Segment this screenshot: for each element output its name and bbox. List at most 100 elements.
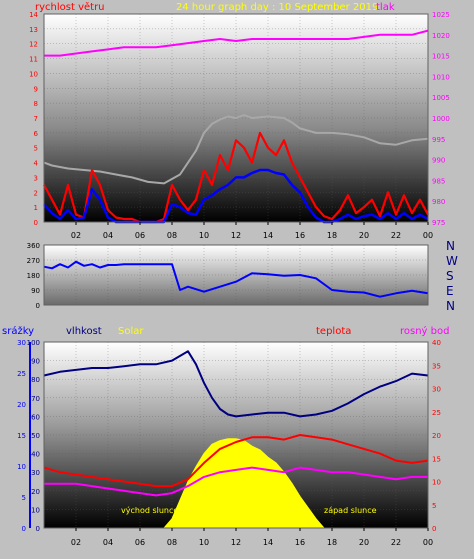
temperature-axis-tick-label: 15 [432,455,441,463]
wind-trend-line [43,114,429,185]
wind-speed-axis-tick-label: 5 [34,145,38,153]
dew-point-label: rosný bod [400,325,449,337]
wind-speed-axis-tick-label: 7 [34,115,38,123]
top-time-axis-tick-label: 02 [71,231,81,240]
wind-speed-line [43,131,429,224]
wind-gust-line [43,168,429,224]
wind-speed-label: rychlost větru [35,1,105,13]
bottom-time-axis-tick-label: 20 [359,538,369,547]
compass-label-s: S [446,269,454,283]
wind-speed-axis-tick-label: 12 [29,41,38,49]
temperature-axis-tick-label: 35 [432,362,441,370]
humidity-axis-tick-label: 80 [31,376,40,384]
humidity-label: vlhkost [66,326,102,337]
direction-axis-tick-label: 360 [27,242,40,250]
bottom-time-axis-tick-label: 14 [263,538,273,547]
bottom-time-axis-tick-label: 18 [327,538,337,547]
wind-speed-axis-tick-label: 2 [34,189,38,197]
direction-plot-frame [43,244,429,306]
humidity-axis-tick-label: 90 [31,358,40,366]
pressure-axis-tick-label: 1015 [432,53,450,61]
pressure-axis-tick-label: 1025 [432,11,450,19]
rain-label: srážky [2,325,34,337]
top-time-axis-tick-label: 12 [231,231,241,240]
humidity-axis-tick-label: 40 [31,451,40,459]
temperature-axis-tick-label: 20 [432,432,441,440]
bottom-time-axis-tick-label: 16 [295,538,305,547]
rain-axis-tick-label: 15 [17,432,26,440]
wind-speed-axis-tick-label: 13 [29,26,38,34]
top-time-axis-tick-label: 20 [359,231,369,240]
top-time-axis-tick-label: 16 [295,231,305,240]
chart-title: 24 hour graph day : 10 September 2019 [176,2,378,13]
top-time-axis-tick-label: 14 [263,231,273,240]
wind-speed-axis-tick-label: 10 [29,70,38,78]
pressure-label: tlak [376,2,395,13]
top-time-axis-tick-label: 00 [423,231,433,240]
top-time-axis-tick-label: 18 [327,231,337,240]
top-time-axis-tick-label: 06 [135,231,145,240]
temperature-line [43,434,429,488]
pressure-axis-tick-label: 1010 [432,73,450,81]
humidity-axis-tick-label: 20 [31,488,40,496]
rain-axis-tick-label: 25 [17,370,26,378]
direction-axis-tick-label: 0 [36,302,40,310]
compass-label-n-top: N [446,239,455,253]
wind-speed-axis-tick-label: 6 [34,130,39,138]
pressure-axis-tick-label: 990 [432,157,445,165]
pressure-axis-tick-label: 975 [432,219,445,227]
solar-label: Solar [118,326,144,337]
pressure-line [44,29,429,57]
temperature-axis-tick-label: 40 [432,339,441,347]
direction-axis-tick-label: 180 [27,272,40,280]
wind-speed-axis-tick-label: 1 [34,204,38,212]
humidity-line [43,350,429,418]
compass-label-e: E [446,284,454,298]
pressure-axis-tick-label: 995 [432,136,445,144]
dew-point-line [44,466,428,497]
wind-speed-axis-tick-label: 0 [34,219,38,227]
wind-speed-axis-tick-label: 9 [34,85,38,93]
bottom-time-axis-tick-label: 04 [103,538,113,547]
wind-speed-axis-tick-label: 11 [29,56,38,64]
temperature-axis-tick-label: 10 [432,479,441,487]
humidity-axis-tick-label: 10 [31,506,40,514]
bottom-time-axis-tick-label: 12 [231,538,241,547]
temperature-axis-tick-label: 0 [432,525,436,533]
bottom-time-axis-tick-label: 02 [71,538,81,547]
compass-label-w: W [446,254,458,268]
rain-axis-tick-label: 10 [17,463,26,471]
wind-speed-axis-tick-label: 4 [34,160,39,168]
sunrise-label: východ slunce [121,506,178,515]
sunset-label: západ slunce [324,506,377,515]
direction-axis-tick-label: 270 [27,257,40,265]
humidity-axis-tick-label: 30 [31,469,40,477]
bottom-time-axis-tick-label: 08 [167,538,177,547]
top-time-axis-tick-label: 04 [103,231,113,240]
humidity-axis-tick-label: 50 [31,432,40,440]
wind-speed-axis-tick-label: 3 [34,174,38,182]
temperature-label: teplota [316,326,351,337]
temperature-axis-tick-label: 30 [432,386,441,394]
axis-layer: 0123456789101112131497598098599099510001… [17,11,450,547]
humidity-axis-tick-label: 60 [31,413,40,421]
wind-speed-axis-tick-label: 14 [29,11,38,19]
pressure-axis-tick-label: 980 [432,198,445,206]
temperature-axis-tick-label: 5 [432,502,436,510]
top-time-axis-tick-label: 08 [167,231,177,240]
rain-axis-tick-label: 5 [22,494,26,502]
pressure-axis-tick-label: 1000 [432,115,450,123]
bottom-time-axis-tick-label: 10 [199,538,209,547]
rain-axis-tick-label: 20 [17,401,26,409]
compass-label-n-bottom: N [446,299,455,313]
humidity-axis-tick-label: 100 [27,339,40,347]
pressure-axis-tick-label: 1005 [432,94,450,102]
rain-axis-tick-label: 30 [17,339,26,347]
direction-axis-tick-label: 90 [31,287,40,295]
humidity-axis-tick-label: 0 [36,525,40,533]
series-layer [43,29,429,529]
pressure-axis-tick-label: 1020 [432,32,450,40]
bottom-time-axis-tick-label: 00 [423,538,433,547]
